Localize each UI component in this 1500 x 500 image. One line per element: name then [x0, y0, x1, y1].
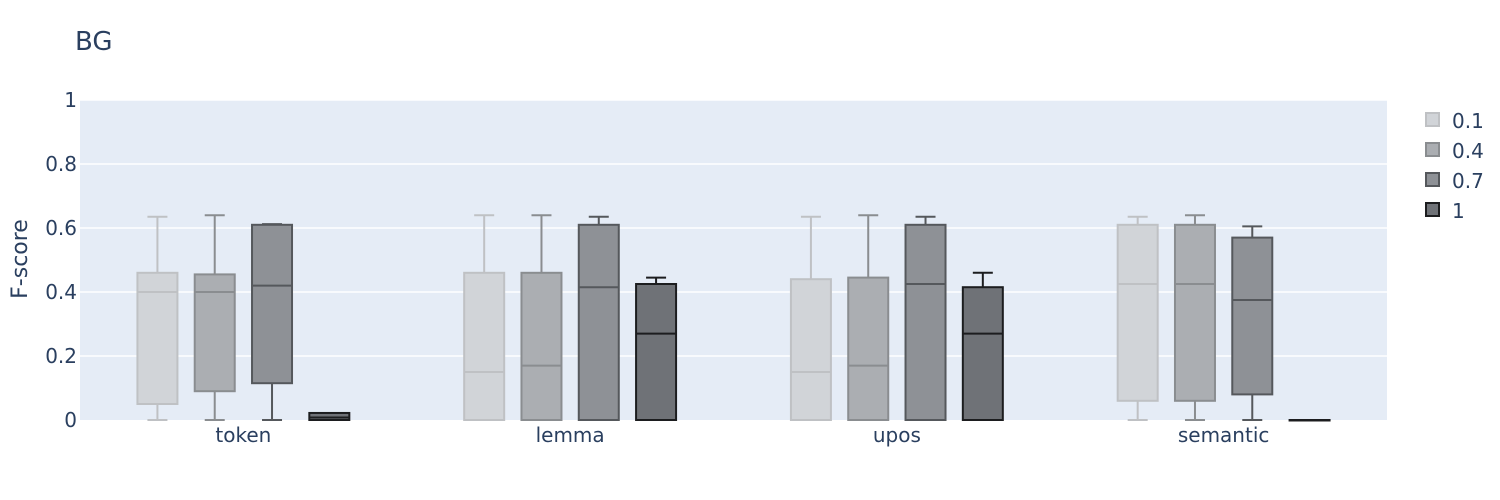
- box-iqr: [961, 286, 1004, 422]
- y-tick-label: 0.8: [45, 152, 77, 176]
- box-iqr: [635, 283, 678, 421]
- box-iqr: [1231, 236, 1274, 396]
- box-iqr: [1116, 223, 1159, 402]
- legend-swatch: [1425, 112, 1440, 127]
- box-token-0.4[interactable]: [193, 214, 236, 421]
- legend-item-1[interactable]: 1: [1425, 199, 1465, 223]
- box-lemma-0.1[interactable]: [463, 214, 506, 421]
- box-iqr: [789, 278, 832, 422]
- box-upos-0.4[interactable]: [847, 214, 890, 421]
- x-tick-label: lemma: [536, 423, 605, 447]
- legend-swatch: [1425, 202, 1440, 217]
- box-token-0.1[interactable]: [136, 215, 179, 421]
- box-semantic-0.7[interactable]: [1231, 225, 1274, 421]
- legend-label: 0.1: [1452, 109, 1484, 133]
- x-tick-labels: token lemma upos semantic: [215, 423, 1269, 447]
- box-lemma-0.4[interactable]: [520, 214, 563, 421]
- legend-item-0.4[interactable]: 0.4: [1425, 139, 1484, 163]
- box-iqr: [847, 276, 890, 421]
- y-tick-label: 0: [64, 408, 77, 432]
- y-tick-label: 0.4: [45, 280, 77, 304]
- box-iqr: [463, 271, 506, 421]
- legend-label: 0.4: [1452, 139, 1484, 163]
- box-iqr: [1173, 223, 1216, 402]
- box-semantic-0.1[interactable]: [1116, 215, 1159, 421]
- box-iqr: [904, 223, 947, 421]
- box-token-1[interactable]: [308, 411, 351, 421]
- x-tick-label: semantic: [1178, 423, 1270, 447]
- y-axis-label: F-score: [8, 219, 33, 299]
- legend-swatch: [1425, 142, 1440, 157]
- box-iqr: [193, 273, 236, 393]
- box-upos-0.7[interactable]: [904, 215, 947, 421]
- legend-item-0.1[interactable]: 0.1: [1425, 109, 1484, 133]
- box-lemma-1[interactable]: [635, 276, 678, 421]
- y-tick-label: 0.6: [45, 216, 77, 240]
- chart-title: BG: [75, 27, 113, 57]
- grid-lines: [80, 99, 1387, 357]
- box-plots: [136, 214, 1331, 422]
- box-iqr: [251, 223, 294, 385]
- box-semantic-0.4[interactable]: [1173, 214, 1216, 421]
- legend[interactable]: 0.1 0.4 0.7 1: [1425, 109, 1484, 223]
- legend-label: 0.7: [1452, 169, 1484, 193]
- x-tick-label: upos: [873, 423, 921, 447]
- box-iqr: [577, 223, 620, 421]
- legend-item-0.7[interactable]: 0.7: [1425, 169, 1484, 193]
- plot-area: [80, 100, 1387, 420]
- box-upos-0.1[interactable]: [789, 215, 832, 422]
- box-upos-1[interactable]: [961, 271, 1004, 422]
- box-semantic-1[interactable]: [1288, 419, 1331, 422]
- legend-swatch: [1425, 172, 1440, 187]
- box-lemma-0.7[interactable]: [577, 215, 620, 421]
- x-tick-label: token: [215, 423, 271, 447]
- box-iqr: [136, 271, 179, 405]
- box-iqr: [520, 271, 563, 421]
- y-tick-label: 1: [64, 88, 77, 112]
- y-tick-label: 0.2: [45, 344, 77, 368]
- y-tick-labels: 0 0.2 0.4 0.6 0.8 1: [45, 88, 77, 432]
- box-token-0.7[interactable]: [251, 223, 294, 421]
- legend-label: 1: [1452, 199, 1465, 223]
